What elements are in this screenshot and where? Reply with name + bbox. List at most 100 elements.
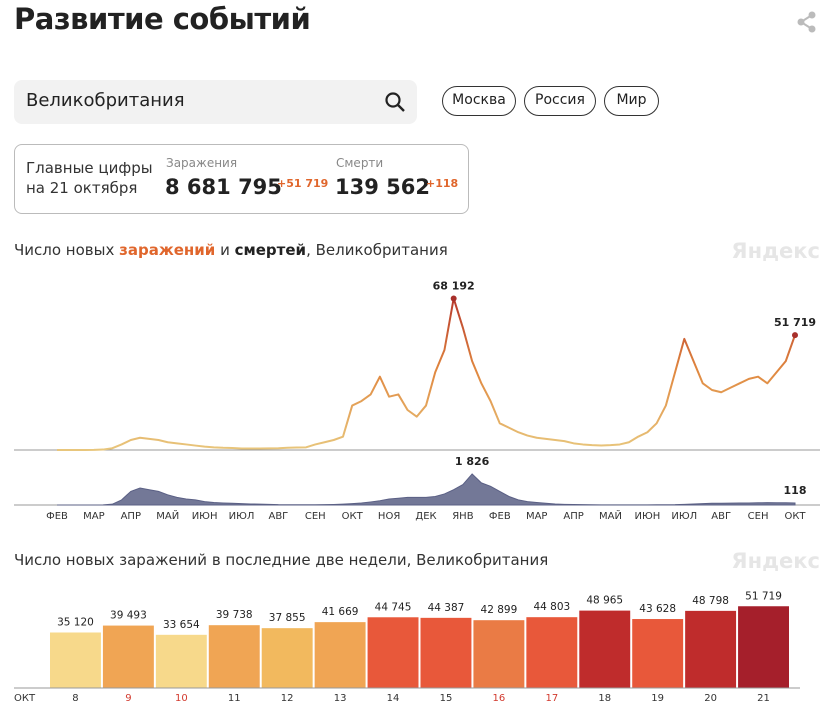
value-label: 39 493 (110, 610, 147, 622)
x-tick-label: ОКТ (784, 511, 806, 522)
filter-button[interactable]: Россия (524, 86, 596, 116)
x-tick-label: ИЮН (635, 511, 661, 522)
watermark: Яндекс (731, 239, 820, 263)
value-label: 44 745 (375, 601, 412, 613)
value-label: 51 719 (745, 590, 782, 602)
bar (632, 619, 684, 688)
x-tick-label: ОКТ (342, 511, 364, 522)
filter-button[interactable]: Москва (442, 86, 516, 116)
x-tick-label: 14 (387, 693, 400, 704)
value-label: 43 628 (639, 603, 676, 615)
x-tick-label: АПР (563, 511, 583, 522)
stat-label: Заражения (166, 156, 238, 170)
x-tick-label: ФЕВ (46, 511, 68, 522)
charts: Число новых заражений и смертей, Великоб… (14, 239, 820, 704)
search-icon[interactable] (384, 91, 406, 113)
filter-button[interactable]: Мир (604, 86, 659, 116)
x-tick-label: 17 (545, 693, 558, 704)
x-axis-label: ОКТ (14, 693, 36, 704)
title-text: , Великобритания (306, 241, 448, 259)
x-tick-label: 9 (125, 693, 131, 704)
value-label: 68 192 (433, 279, 475, 292)
x-tick-label: МАР (526, 511, 548, 522)
page-title: Развитие событий (14, 2, 311, 36)
watermark: Яндекс (731, 549, 820, 573)
x-tick-label: 19 (651, 693, 664, 704)
search-box[interactable]: Великобритания (14, 80, 417, 124)
x-tick-label: 8 (72, 693, 78, 704)
value-label: 1 826 (455, 455, 490, 468)
stat-delta: +51 719 (277, 177, 329, 190)
x-tick-label: ФЕВ (489, 511, 511, 522)
legend-infections: заражений (119, 241, 215, 259)
x-tick-label: МАЙ (599, 509, 622, 522)
x-tick-label: ЯНВ (452, 511, 473, 522)
value-label: 48 798 (692, 595, 729, 607)
value-label: 118 (784, 484, 807, 497)
value-label: 48 965 (586, 595, 623, 607)
infections-line (57, 297, 796, 451)
x-tick-label: АВГ (711, 511, 731, 522)
stat-label: Смерти (336, 156, 384, 170)
x-tick-label: 13 (334, 693, 347, 704)
bar (208, 625, 260, 688)
x-tick-label: ДЕК (415, 511, 436, 522)
bar (50, 632, 101, 688)
value-label: 44 803 (533, 601, 570, 613)
x-tick-label: ИЮЛ (671, 511, 697, 522)
legend-deaths: смертей (235, 241, 306, 259)
peak-dot (792, 332, 798, 339)
title-text: и (215, 241, 234, 259)
bar (420, 617, 472, 688)
stat-total: 8 681 795 (165, 175, 282, 199)
value-label: 44 387 (428, 602, 465, 614)
x-tick-label: 10 (175, 693, 188, 704)
value-label: 51 719 (774, 316, 816, 329)
chart-title: Число новых заражений в последние две не… (14, 551, 548, 569)
x-tick-label: СЕН (748, 511, 769, 522)
value-label: 35 120 (57, 616, 94, 628)
x-tick-label: ИЮЛ (229, 511, 255, 522)
bar (579, 610, 631, 688)
search-value: Великобритания (26, 90, 185, 111)
bar (155, 634, 207, 688)
x-tick-label: 16 (493, 693, 506, 704)
stat-total: 139 562 (335, 175, 430, 199)
value-label: 39 738 (216, 609, 253, 621)
bar (526, 617, 578, 688)
x-tick-label: 12 (281, 693, 294, 704)
peak-dot (450, 295, 457, 302)
x-tick-label: 18 (598, 693, 611, 704)
value-label: 37 855 (269, 612, 306, 624)
x-tick-label: НОЯ (378, 511, 400, 522)
x-tick-label: АПР (121, 511, 141, 522)
bar (685, 610, 737, 688)
x-tick-label: ИЮН (192, 511, 218, 522)
summary-label: на 21 октября (26, 179, 138, 197)
bar (102, 625, 154, 688)
x-tick-label: МАР (83, 511, 105, 522)
bar (314, 622, 366, 688)
x-tick-label: АВГ (268, 511, 288, 522)
summary-box: Главные цифры на 21 октября Заражения 8 … (14, 144, 469, 214)
bar (367, 617, 419, 688)
bar (473, 620, 525, 688)
share-icon[interactable] (796, 10, 818, 34)
x-tick-label: 20 (704, 693, 717, 704)
title-text: Число новых (14, 241, 119, 259)
stat-delta: +118 (426, 177, 459, 190)
chart-title: Число новых заражений и смертей, Великоб… (14, 241, 448, 259)
value-label: 41 669 (322, 606, 359, 618)
value-label: 33 654 (163, 619, 200, 631)
x-tick-label: 15 (440, 693, 453, 704)
x-tick-label: МАЙ (156, 509, 179, 522)
bar (738, 606, 789, 688)
x-tick-label: СЕН (305, 511, 326, 522)
x-tick-label: 21 (757, 693, 770, 704)
x-tick-label: 11 (228, 693, 241, 704)
value-label: 42 899 (481, 604, 518, 616)
bar (261, 628, 313, 688)
summary-label: Главные цифры (26, 159, 153, 177)
deaths-area (57, 473, 796, 506)
